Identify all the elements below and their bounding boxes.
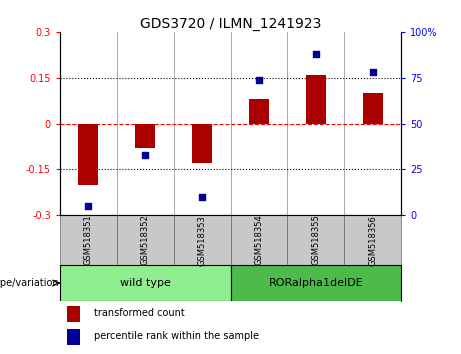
Bar — [249, 99, 269, 124]
Point — [255, 77, 263, 82]
Bar — [78, 124, 98, 185]
Point — [369, 69, 376, 75]
Text: GSM518353: GSM518353 — [198, 215, 207, 266]
Bar — [344, 215, 401, 265]
Text: GSM518355: GSM518355 — [311, 215, 320, 266]
Text: GSM518356: GSM518356 — [368, 215, 377, 266]
Text: genotype/variation: genotype/variation — [0, 278, 59, 288]
Text: GSM518351: GSM518351 — [84, 215, 93, 266]
Text: wild type: wild type — [120, 278, 171, 288]
Bar — [192, 124, 212, 163]
Text: GSM518354: GSM518354 — [254, 215, 263, 266]
Bar — [174, 215, 230, 265]
Bar — [67, 306, 80, 322]
Text: GSM518352: GSM518352 — [141, 215, 150, 266]
Point — [312, 51, 319, 57]
Title: GDS3720 / ILMN_1241923: GDS3720 / ILMN_1241923 — [140, 17, 321, 31]
Point — [85, 203, 92, 209]
Bar — [230, 215, 287, 265]
Point — [142, 152, 149, 158]
Point — [198, 194, 206, 200]
Bar — [363, 93, 383, 124]
Bar — [67, 329, 80, 345]
Text: RORalpha1delDE: RORalpha1delDE — [268, 278, 363, 288]
Bar — [230, 265, 401, 301]
Bar — [60, 265, 230, 301]
Bar — [60, 215, 117, 265]
Text: transformed count: transformed count — [94, 308, 185, 319]
Bar — [135, 124, 155, 148]
Bar — [287, 215, 344, 265]
Bar — [306, 75, 326, 124]
Bar — [117, 215, 174, 265]
Text: percentile rank within the sample: percentile rank within the sample — [94, 331, 259, 341]
